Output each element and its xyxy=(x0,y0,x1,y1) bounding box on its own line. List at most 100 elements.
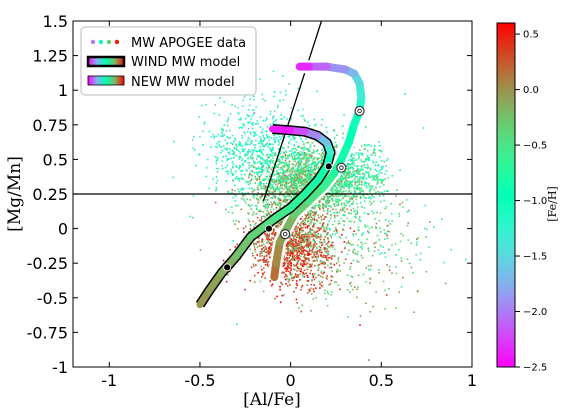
data-point xyxy=(303,169,306,172)
data-point xyxy=(256,186,259,189)
data-point xyxy=(304,254,306,257)
data-point xyxy=(315,211,318,213)
data-point xyxy=(307,167,310,170)
data-point xyxy=(330,258,333,260)
data-point xyxy=(325,232,328,235)
data-point xyxy=(290,184,293,186)
data-point xyxy=(328,200,331,203)
data-point xyxy=(340,192,343,194)
data-point xyxy=(248,167,250,169)
data-point xyxy=(317,233,319,235)
data-point xyxy=(316,231,318,233)
data-point xyxy=(331,189,334,191)
data-point xyxy=(311,159,314,161)
data-point xyxy=(232,174,234,176)
data-point xyxy=(339,199,341,201)
data-point xyxy=(313,290,315,293)
data-point xyxy=(260,194,263,196)
data-point xyxy=(255,177,257,180)
data-point xyxy=(289,198,291,201)
data-point xyxy=(386,237,389,239)
data-point xyxy=(222,145,225,147)
data-point xyxy=(301,264,303,267)
data-point xyxy=(275,181,278,183)
data-point xyxy=(280,184,282,187)
data-point xyxy=(247,154,249,156)
data-point xyxy=(325,255,327,257)
data-point xyxy=(350,262,353,265)
data-point xyxy=(287,260,289,262)
data-point xyxy=(349,182,352,184)
data-point xyxy=(386,234,389,237)
data-point xyxy=(279,222,282,225)
data-point xyxy=(379,168,382,171)
data-point xyxy=(245,202,247,204)
data-point xyxy=(192,195,195,197)
data-point xyxy=(363,174,366,176)
data-point xyxy=(373,242,376,245)
data-point xyxy=(264,130,267,133)
data-point xyxy=(289,138,292,141)
data-point xyxy=(235,195,237,197)
data-point xyxy=(287,252,290,254)
data-point xyxy=(268,144,270,146)
data-point xyxy=(308,179,311,182)
data-point xyxy=(361,193,364,196)
data-point xyxy=(347,240,350,242)
data-point xyxy=(282,168,284,171)
data-point xyxy=(235,143,237,146)
data-point xyxy=(232,180,235,182)
data-point xyxy=(308,240,311,243)
data-point xyxy=(339,190,341,192)
data-point xyxy=(294,151,297,154)
data-point xyxy=(274,167,276,169)
data-point xyxy=(378,144,381,147)
data-point xyxy=(260,220,263,222)
data-point xyxy=(336,201,338,204)
data-point xyxy=(276,209,278,212)
data-point xyxy=(308,216,310,218)
data-point xyxy=(315,243,318,245)
data-point xyxy=(285,182,287,184)
data-point xyxy=(374,145,376,147)
data-point xyxy=(295,184,298,187)
data-point xyxy=(308,155,310,157)
data-point xyxy=(303,256,306,258)
data-point xyxy=(285,161,288,164)
data-point xyxy=(359,183,361,186)
x-axis: -1 -0.5 0 0.5 1 xyxy=(101,21,477,390)
data-point xyxy=(317,255,319,258)
data-point xyxy=(402,206,404,208)
data-point xyxy=(273,174,276,176)
data-point xyxy=(226,149,228,151)
data-point xyxy=(266,233,268,236)
data-point xyxy=(248,176,250,179)
data-point xyxy=(249,131,251,134)
data-point xyxy=(282,200,285,202)
data-point xyxy=(243,161,246,163)
data-point xyxy=(265,200,268,203)
data-point xyxy=(372,179,374,181)
data-point xyxy=(260,265,263,268)
data-point xyxy=(360,197,362,199)
data-point xyxy=(407,222,409,224)
data-point xyxy=(292,153,295,155)
data-point xyxy=(290,274,292,277)
data-point xyxy=(312,234,315,237)
data-point xyxy=(349,159,352,161)
data-point xyxy=(337,179,339,181)
data-point xyxy=(201,104,203,107)
data-point xyxy=(244,288,246,291)
data-point xyxy=(301,229,303,232)
data-point xyxy=(292,253,294,256)
data-point xyxy=(288,135,290,138)
data-point xyxy=(309,144,312,146)
data-point xyxy=(294,185,297,188)
data-point xyxy=(320,154,322,156)
data-point xyxy=(368,250,370,252)
data-point xyxy=(235,145,238,148)
data-point xyxy=(290,182,293,185)
data-point xyxy=(307,173,309,175)
data-point xyxy=(237,112,240,114)
data-point xyxy=(377,179,380,181)
